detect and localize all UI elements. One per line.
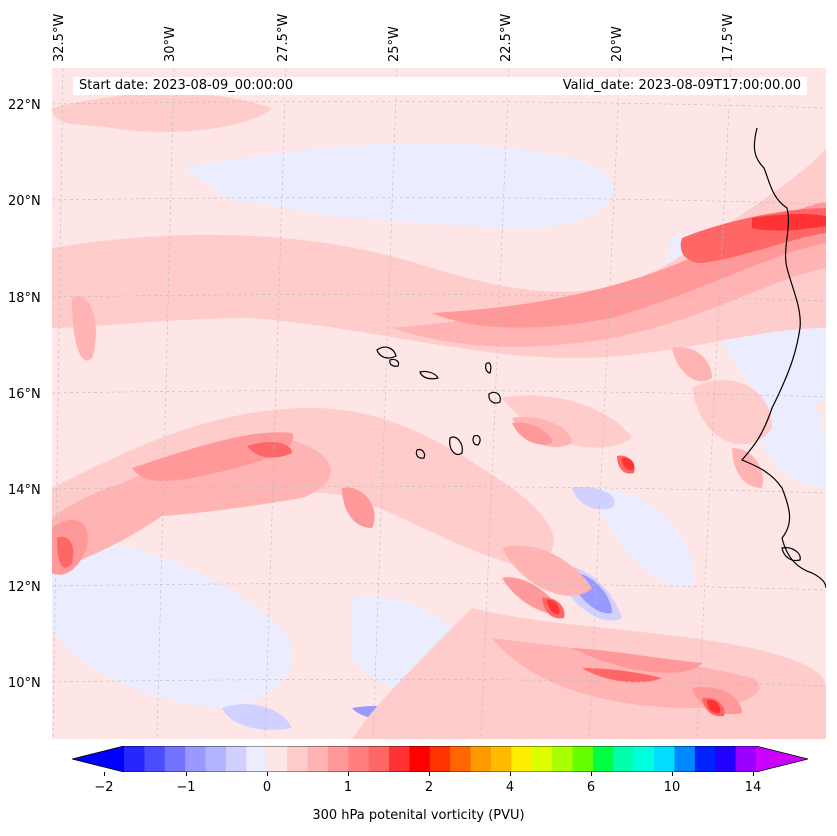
valid-date-label: Valid_date: 2023-08-09T17:00:00.00 [562, 78, 801, 93]
colorbar-tickmark [672, 772, 673, 776]
lon-label-30w: 30°W [163, 26, 178, 62]
lat-label-14n: 14°N [8, 483, 41, 498]
colorbar-tick-label: 4 [505, 780, 515, 795]
colorbar-tickmark [104, 772, 105, 776]
colorbar-segment [572, 746, 594, 772]
header-box [73, 77, 807, 95]
graticule [52, 68, 826, 739]
colorbar-tickmark [267, 772, 268, 776]
colorbar-tick-label: −1 [176, 780, 196, 795]
colorbar-segment [348, 746, 370, 772]
colorbar-tick-label: 10 [663, 780, 681, 795]
colorbar-extend-max [756, 746, 808, 772]
colorbar-tickmark [348, 772, 349, 776]
colorbar-tickmark [753, 772, 754, 776]
colorbar-segment [389, 746, 410, 772]
colorbar-tick-label: 0 [262, 780, 272, 795]
colorbar-segment [490, 746, 512, 772]
colorbar-segment [368, 746, 390, 772]
colorbar-segment [715, 746, 737, 772]
colorbar-tick-label: 14 [744, 780, 762, 795]
pv-map [52, 68, 826, 739]
colorbar-segment [246, 746, 268, 772]
colorbar-segment [552, 746, 574, 772]
colorbar-segment [205, 746, 227, 772]
colorbar-segment [144, 746, 166, 772]
lon-label-27-5w: 27.5°W [276, 13, 291, 62]
colorbar-segment [592, 746, 614, 772]
lon-label-17-5w: 17.5°W [721, 13, 736, 62]
colorbar-segment [694, 746, 716, 772]
coastline [376, 127, 826, 589]
colorbar-tickmark [591, 772, 592, 776]
colorbar-tickmark [510, 772, 511, 776]
lat-label-16n: 16°N [8, 387, 41, 402]
lon-label-32-5w: 32.5°W [52, 13, 67, 62]
lat-label-10n: 10°N [8, 676, 41, 691]
colorbar-extend-min [72, 746, 124, 772]
colorbar-segment [674, 746, 696, 772]
colorbar-segment [470, 746, 492, 772]
colorbar-tick-label: −2 [94, 780, 114, 795]
colorbar [72, 746, 808, 772]
colorbar-tickmark [186, 772, 187, 776]
start-date-label: Start date: 2023-08-09_00:00:00 [79, 78, 294, 93]
colorbar-segment [531, 746, 553, 772]
lat-label-18n: 18°N [8, 291, 41, 306]
colorbar-segment [327, 746, 349, 772]
pv-contour-field [52, 68, 826, 739]
colorbar-segment [633, 746, 655, 772]
lon-label-20w: 20°W [610, 26, 625, 62]
lat-label-22n: 22°N [8, 98, 41, 113]
colorbar-segment [307, 746, 329, 772]
colorbar-segments [72, 746, 808, 772]
colorbar-segment [613, 746, 635, 772]
lon-label-22-5w: 22.5°W [499, 13, 514, 62]
lat-label-12n: 12°N [8, 580, 41, 595]
colorbar-segment [164, 746, 186, 772]
colorbar-title: 300 hPa potenital vorticity (PVU) [312, 808, 525, 823]
colorbar-segment [735, 746, 757, 772]
colorbar-segment [124, 746, 145, 772]
colorbar-segment [266, 746, 288, 772]
colorbar-tick-label: 1 [343, 780, 353, 795]
colorbar-tick-label: 6 [586, 780, 596, 795]
lon-label-25w: 25°W [387, 26, 402, 62]
colorbar-segment [185, 746, 207, 772]
colorbar-tick-label: 2 [424, 780, 434, 795]
colorbar-segment [225, 746, 247, 772]
colorbar-segment [511, 746, 533, 772]
lat-label-20n: 20°N [8, 194, 41, 209]
colorbar-segment [287, 746, 308, 772]
colorbar-segment [429, 746, 451, 772]
colorbar-tickmark [429, 772, 430, 776]
colorbar-segment [450, 746, 472, 772]
colorbar-segment [654, 746, 675, 772]
colorbar-segment [409, 746, 431, 772]
